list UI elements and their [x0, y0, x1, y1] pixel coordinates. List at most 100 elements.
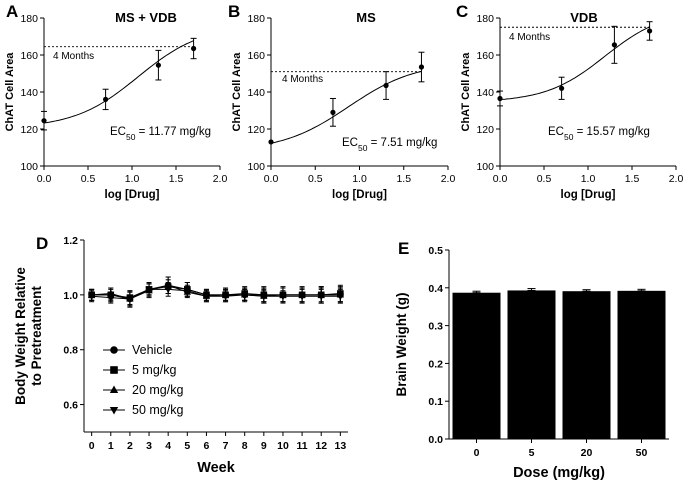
reference-label: 4 Months	[509, 32, 550, 43]
x-tick-label: 2.0	[441, 173, 456, 185]
x-tick-label: 2	[127, 440, 133, 452]
data-point	[103, 96, 109, 102]
ec50-subscript: 50	[564, 132, 574, 142]
y-axis-label: ChAT Cell Area	[231, 52, 243, 132]
bar	[617, 290, 666, 439]
bar	[452, 292, 501, 439]
fit-curve	[499, 26, 650, 101]
y-tick-label: 1.0	[63, 290, 78, 302]
y-tick-label: 180	[247, 13, 265, 25]
y-tick-label: 160	[476, 50, 494, 62]
y-tick-label: 180	[20, 13, 38, 25]
y-tick-label: 160	[20, 50, 38, 62]
x-tick-label: 3	[146, 440, 152, 452]
legend-label: Vehicle	[132, 343, 172, 357]
x-tick-label: 1.5	[169, 173, 184, 185]
series-line	[91, 288, 341, 300]
y-axis-label-line2: to Pretreatment	[29, 286, 44, 386]
legend-marker	[110, 366, 118, 374]
data-point	[330, 109, 336, 115]
x-tick-label: 0.0	[493, 173, 508, 185]
bar	[562, 291, 611, 439]
data-point	[317, 293, 325, 301]
data-point	[383, 82, 389, 89]
y-tick-label: 0.2	[428, 358, 443, 370]
y-tick-label: 0.0	[428, 434, 443, 446]
ec50-value: = 11.77 mg/kg	[135, 126, 211, 138]
y-tick-label: 160	[247, 50, 265, 62]
reference-label: 4 Months	[53, 51, 94, 62]
data-point	[191, 45, 197, 52]
x-tick-label: 0.5	[537, 173, 552, 185]
ec50-subscript: 50	[126, 132, 136, 142]
ec50-subscript: 50	[358, 143, 368, 153]
x-axis-label: Dose (mg/kg)	[513, 465, 605, 481]
data-point	[221, 293, 230, 301]
x-tick-label: 4	[165, 440, 171, 452]
data-point	[126, 296, 134, 303]
x-tick-label: 8	[242, 440, 248, 452]
data-point	[202, 293, 211, 301]
x-tick-label: 0	[474, 447, 480, 459]
y-axis-label: Brain Weight (g)	[394, 293, 409, 397]
panel-letter: C	[456, 2, 468, 21]
x-tick-label: 0.5	[308, 173, 323, 185]
x-tick-label: 1.5	[396, 173, 411, 185]
x-tick-label: 9	[261, 440, 267, 452]
y-tick-label: 0.4	[428, 283, 443, 295]
x-tick-label: 1.5	[625, 173, 640, 185]
y-tick-label: 120	[247, 124, 265, 136]
y-tick-label: 120	[476, 124, 494, 136]
y-tick-label: 100	[20, 161, 38, 173]
y-tick-label: 0.6	[63, 400, 78, 412]
x-axis-label: log [Drug]	[332, 189, 387, 201]
ec50-annotation: EC50 = 15.57 mg/kg	[548, 126, 650, 142]
data-point	[279, 293, 287, 301]
x-tick-label: 6	[204, 440, 210, 452]
data-point	[241, 292, 249, 299]
x-tick-label: 20	[581, 447, 593, 459]
y-tick-label: 0.1	[428, 396, 443, 408]
y-tick-label: 180	[476, 13, 494, 25]
data-point	[298, 293, 306, 301]
legend-marker	[109, 406, 119, 415]
x-tick-label: 11	[297, 440, 308, 452]
x-tick-label: 1.0	[581, 173, 596, 185]
x-tick-label: 7	[223, 440, 229, 452]
panel-letter: D	[36, 234, 48, 253]
data-point	[611, 42, 618, 48]
fit-curve	[43, 40, 194, 124]
y-tick-label: 100	[476, 161, 494, 173]
ec50-prefix: EC	[342, 137, 358, 149]
x-tick-label: 13	[335, 440, 347, 452]
x-tick-label: 10	[277, 440, 289, 452]
x-axis-label: log [Drug]	[561, 189, 616, 201]
bar	[507, 290, 556, 439]
data-point	[497, 95, 503, 102]
legend-marker	[110, 346, 118, 354]
data-point	[183, 288, 191, 295]
ec50-prefix: EC	[110, 126, 126, 138]
data-point	[268, 139, 274, 145]
reference-label: 4 Months	[282, 74, 323, 85]
y-axis-label-line1: Body Weight Relative	[13, 267, 28, 405]
ec50-prefix: EC	[548, 126, 564, 138]
x-tick-label: 0	[89, 440, 95, 452]
x-tick-label: 5	[184, 440, 190, 452]
ec50-annotation: EC50 = 11.77 mg/kg	[110, 126, 211, 142]
x-tick-label: 5	[529, 447, 535, 459]
chart-title: MS	[356, 10, 376, 25]
x-tick-label: 1.0	[352, 173, 367, 185]
data-point	[88, 293, 96, 301]
y-tick-label: 120	[20, 124, 38, 136]
y-tick-label: 1.2	[63, 235, 78, 247]
data-point	[155, 62, 161, 68]
data-point	[418, 64, 425, 70]
y-tick-label: 0.3	[428, 321, 443, 333]
data-point	[164, 286, 172, 294]
x-tick-label: 1.0	[125, 173, 140, 185]
panel-letter: E	[398, 239, 409, 258]
panel-letter: B	[228, 2, 240, 21]
x-tick-label: 2.0	[669, 173, 684, 185]
